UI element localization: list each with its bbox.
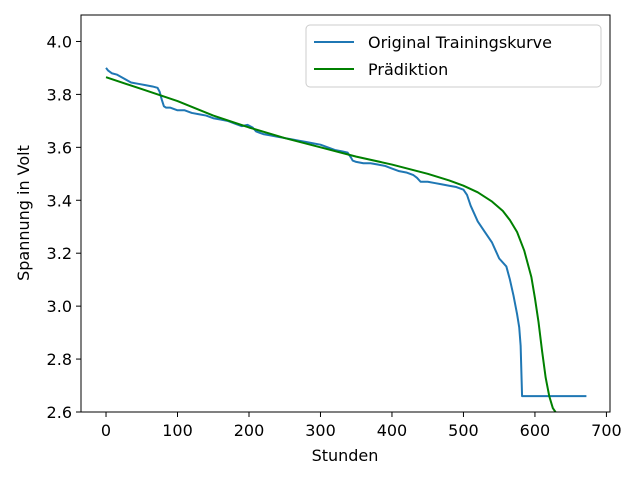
legend: Original Trainingskurve Prädiktion: [305, 24, 602, 88]
y-tick-label: 2.8: [47, 350, 72, 369]
x-tick-label: 600: [520, 421, 551, 440]
x-tick-label: 100: [162, 421, 193, 440]
y-tick-label: 3.8: [47, 85, 72, 104]
x-axis-label: Stunden: [312, 446, 379, 465]
x-tick-label: 200: [234, 421, 265, 440]
legend-frame: [305, 24, 602, 88]
x-tick-label: 0: [101, 421, 111, 440]
legend-label-original: Original Trainingskurve: [368, 33, 552, 52]
legend-label-prediction: Prädiktion: [368, 60, 448, 79]
series-line-0: [105, 67, 587, 398]
x-tick-label: 500: [448, 421, 479, 440]
y-tick-label: 3.6: [47, 138, 72, 157]
y-tick-label: 2.6: [47, 403, 72, 422]
y-tick-label: 3.4: [47, 191, 72, 210]
series-line-1: [105, 76, 557, 412]
x-tick-label: 300: [305, 421, 336, 440]
y-axis-label: Spannung in Volt: [14, 145, 33, 281]
x-tick-label: 700: [591, 421, 622, 440]
y-tick-label: 3.2: [47, 244, 72, 263]
y-tick-label: 4.0: [47, 32, 72, 51]
plot-frame: [80, 14, 611, 413]
x-tick-label: 400: [377, 421, 408, 440]
y-tick-label: 3.0: [47, 297, 72, 316]
